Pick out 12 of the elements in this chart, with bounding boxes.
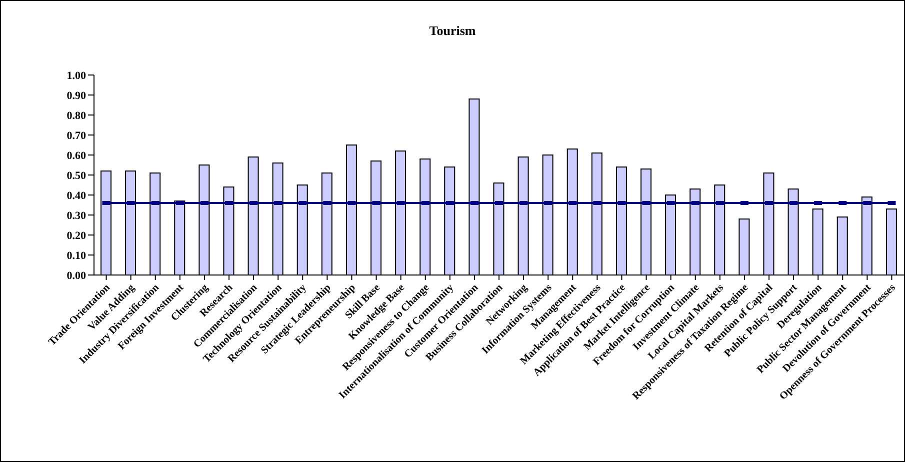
y-tick-label: 0.50 xyxy=(66,170,86,182)
y-tick-label: 0.10 xyxy=(66,250,86,262)
y-tick-label: 0.60 xyxy=(66,150,86,162)
y-tick-label: 0.40 xyxy=(66,190,86,202)
y-tick-label: 0.00 xyxy=(66,270,86,282)
y-tick-label: 0.80 xyxy=(66,110,86,122)
y-tick-label: 0.90 xyxy=(66,90,86,102)
y-tick-label: 1.00 xyxy=(66,70,86,82)
y-tick-label: 0.70 xyxy=(66,130,86,142)
y-tick-label: 0.30 xyxy=(66,210,86,222)
chart-title: Tourism xyxy=(428,23,477,39)
y-tick-label: 0.20 xyxy=(66,230,86,242)
